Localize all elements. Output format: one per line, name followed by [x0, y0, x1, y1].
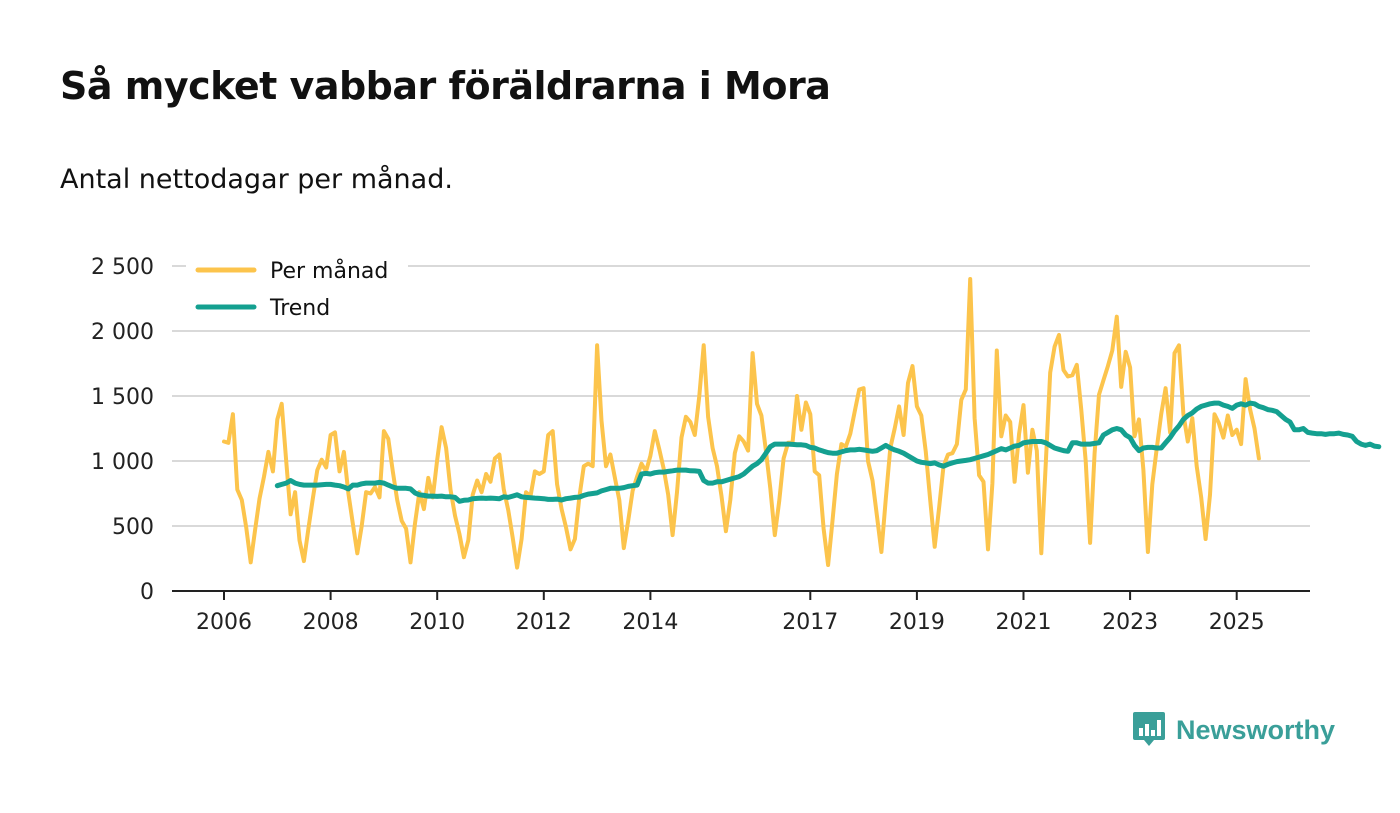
- series-line-per-manad: [222, 277, 1261, 570]
- y-tick-label: 1 500: [91, 385, 154, 410]
- brand-name: Newsworthy: [1176, 714, 1336, 745]
- x-tick-label: 2010: [409, 610, 465, 635]
- x-tick-label: 2008: [303, 610, 359, 635]
- legend: Per månad Trend: [186, 248, 408, 330]
- legend-background: [186, 248, 408, 330]
- x-tick-label: 2023: [1102, 610, 1158, 635]
- legend-label-per-manad: Per månad: [270, 258, 388, 284]
- y-tick-label: 2 500: [91, 255, 154, 280]
- x-tick-label: 2019: [889, 610, 945, 635]
- legend-label-trend: Trend: [269, 296, 330, 321]
- y-tick-label: 1 000: [91, 450, 154, 475]
- x-tick-label: 2012: [516, 610, 572, 635]
- x-axis-ticks: 2006 2008 2010 2012 2014 2017 2019 2021 2023 2025: [196, 591, 1265, 635]
- y-tick-label: 500: [112, 515, 154, 540]
- x-tick-label: 2021: [996, 610, 1052, 635]
- series-lines: [222, 277, 1382, 570]
- y-tick-label: 2 000: [91, 320, 154, 345]
- newsworthy-logo-icon: [1133, 712, 1165, 746]
- y-tick-label: 0: [140, 580, 154, 605]
- y-axis-ticks: 0 500 1 000 1 500 2 000 2 500: [91, 255, 154, 605]
- x-tick-label: 2025: [1209, 610, 1265, 635]
- series-line-trend: [274, 400, 1382, 504]
- x-tick-label: 2014: [622, 610, 678, 635]
- x-tick-label: 2006: [196, 610, 252, 635]
- chart-subtitle: Antal nettodagar per månad.: [60, 164, 453, 195]
- x-tick-label: 2017: [782, 610, 838, 635]
- brand: Newsworthy: [1132, 710, 1335, 750]
- chart-title: Så mycket vabbar föräldrarna i Mora: [60, 64, 831, 108]
